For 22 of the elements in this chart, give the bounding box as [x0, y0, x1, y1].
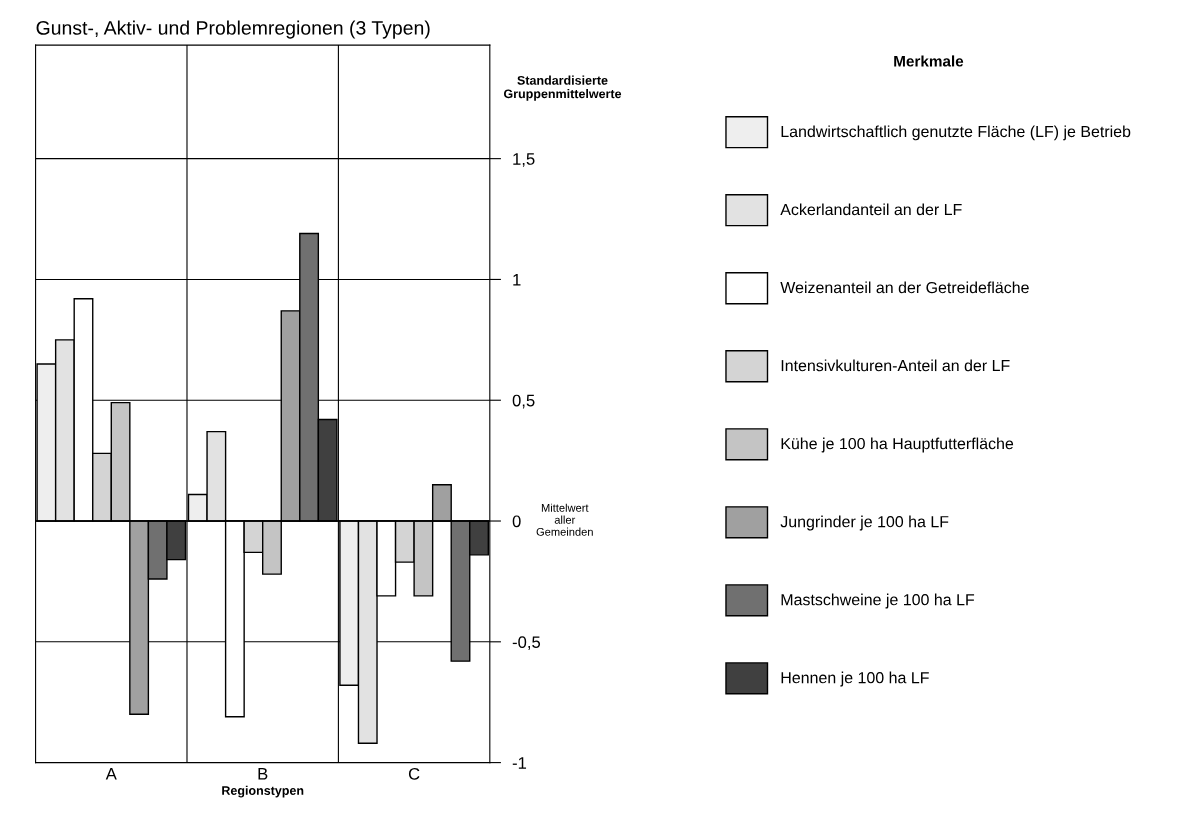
- x-tick-label: A: [105, 768, 117, 780]
- legend-label: Landwirtschaftlich genutzte Fläche (LF) je Betrieb: [781, 125, 1131, 141]
- y-tick-label: 1: [513, 274, 521, 286]
- x-tick-label: C: [408, 767, 420, 780]
- legend-title: Merkmale: [894, 55, 964, 67]
- x-axis-title: Regionstypen: [222, 785, 304, 798]
- chart-title: Gunst-, Aktiv- und Problemregionen (3 Typen): [36, 20, 430, 39]
- y-tick-label: 1,5: [513, 153, 535, 167]
- y-axis-title: Standardisierte Gruppenmittelwerte: [503, 75, 622, 101]
- y-tick-label: 0,5: [512, 394, 535, 409]
- x-tick-label: B: [258, 768, 268, 780]
- y-tick-label: 0: [512, 515, 521, 528]
- legend-label: Kühe je 100 ha Hauptfutterfläche: [781, 437, 1014, 453]
- text: Mittelwert aller Gemeinden: [536, 503, 593, 536]
- legend-label: Mastschweine je 100 ha LF: [781, 593, 975, 609]
- legend-label: Hennen je 100 ha LF: [781, 671, 929, 687]
- legend-label: Jungrinder je 100 ha LF: [780, 515, 949, 531]
- legend-label: Weizenanteil an der Getreidefläche: [780, 281, 1029, 294]
- y-tick-label: -0,5: [512, 636, 541, 650]
- legend-label: Ackerlandanteil an der LF: [780, 203, 962, 216]
- legend-label: Intensivkulturen-Anteil an der LF: [781, 359, 1010, 372]
- y-tick-label: -1: [512, 757, 527, 769]
